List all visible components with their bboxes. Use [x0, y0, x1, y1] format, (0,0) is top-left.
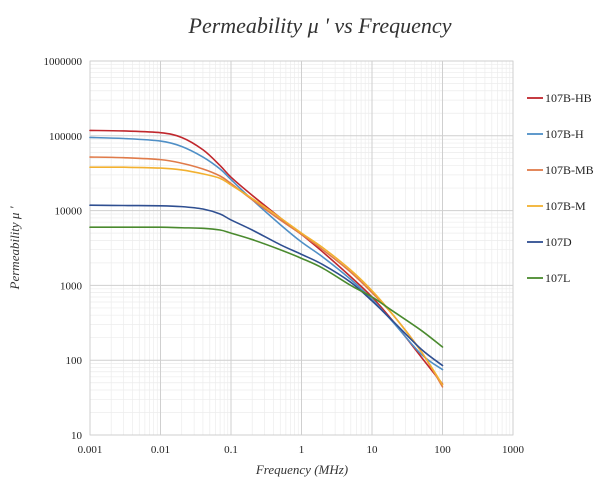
chart-title: Permeability μ ' vs Frequency — [188, 13, 452, 38]
x-tick-label: 1 — [299, 444, 305, 456]
series-line-107d — [89, 204, 444, 367]
y-axis-title: Permeability μ ' — [7, 206, 22, 290]
legend-label-107b-h: 107B-H — [545, 127, 584, 141]
x-tick-label: 10 — [367, 444, 379, 456]
legend-label-107l: 107L — [545, 271, 570, 285]
legend: 107B-HB 107B-H 107B-MB 107B-M 107D 107L — [527, 91, 594, 285]
legend-label-107d: 107D — [545, 235, 572, 249]
y-tick-label: 10 — [71, 430, 83, 442]
axes: 0.001 0.01 0.1 1 10 100 1000 10 100 1000 10000 1000… — [44, 56, 525, 456]
y-tick-label: 1000 — [60, 280, 83, 292]
x-tick-label: 0.1 — [224, 444, 238, 456]
y-tick-label: 10000 — [55, 206, 83, 218]
series-line-107l — [89, 226, 444, 348]
x-tick-label: 0.01 — [151, 444, 170, 456]
legend-label-107b-hb: 107B-HB — [545, 91, 592, 105]
y-tick-label: 1000000 — [44, 56, 83, 68]
y-tick-label: 100000 — [49, 131, 83, 143]
y-tick-label: 100 — [66, 355, 83, 367]
x-tick-label: 0.001 — [78, 444, 103, 456]
legend-label-107b-mb: 107B-MB — [545, 163, 594, 177]
legend-label-107b-m: 107B-M — [545, 199, 586, 213]
series-line-107b-m — [89, 166, 444, 386]
series-line-107b-hb — [89, 129, 444, 385]
x-tick-label: 100 — [434, 444, 451, 456]
grid-lines — [89, 60, 514, 436]
x-tick-label: 1000 — [502, 444, 525, 456]
series-lines — [89, 129, 444, 388]
x-axis-title: Frequency (MHz) — [255, 462, 348, 477]
